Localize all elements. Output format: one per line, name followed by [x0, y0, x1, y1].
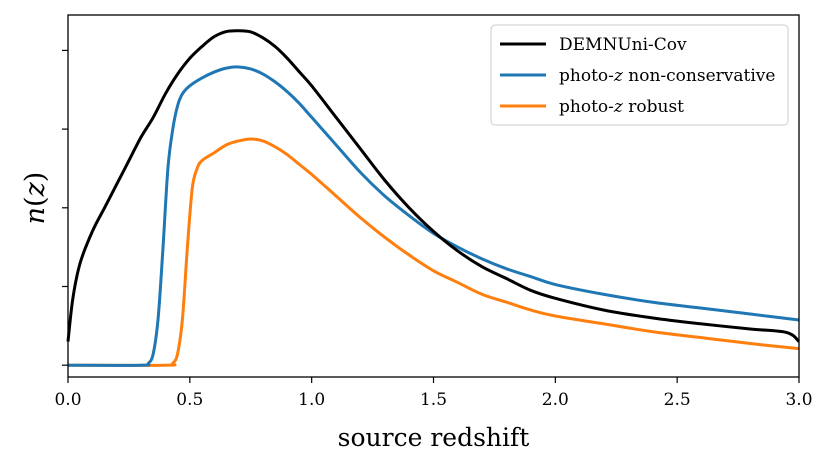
y-axis-label: n(z)	[20, 172, 51, 225]
series-line-0	[66, 29, 801, 343]
legend: DEMNUni-Cov photo-z non-conservative photo…	[490, 24, 789, 126]
legend-label-1: photo-z non-conservative	[559, 66, 775, 86]
y-axis-label-n: n	[20, 207, 51, 224]
x-tick-label: 1.5	[420, 390, 447, 410]
x-tick-label: 0.5	[176, 390, 203, 410]
x-tick-label: 2.5	[664, 390, 691, 410]
y-axis-label-close: )	[20, 172, 51, 183]
y-axis-label-z: z	[20, 181, 51, 197]
series-layer	[66, 29, 801, 367]
x-tick-label: 2.0	[542, 390, 569, 410]
series-line-1	[67, 65, 800, 367]
y-axis-ticks	[62, 49, 68, 366]
x-axis-ticks: 0.0 0.5 1.0 1.5 2.0 2.5 3.0	[54, 377, 813, 410]
legend-box	[490, 24, 789, 126]
x-axis-label: source redshift	[338, 423, 530, 452]
y-axis-label-open: (	[20, 196, 51, 207]
legend-label-2: photo-z robust	[559, 97, 684, 117]
x-tick-label: 3.0	[785, 390, 812, 410]
x-tick-label: 1.0	[298, 390, 325, 410]
series-line-2	[67, 137, 800, 367]
x-tick-label: 0.0	[54, 390, 81, 410]
legend-label-0: DEMNUni-Cov	[559, 35, 687, 55]
